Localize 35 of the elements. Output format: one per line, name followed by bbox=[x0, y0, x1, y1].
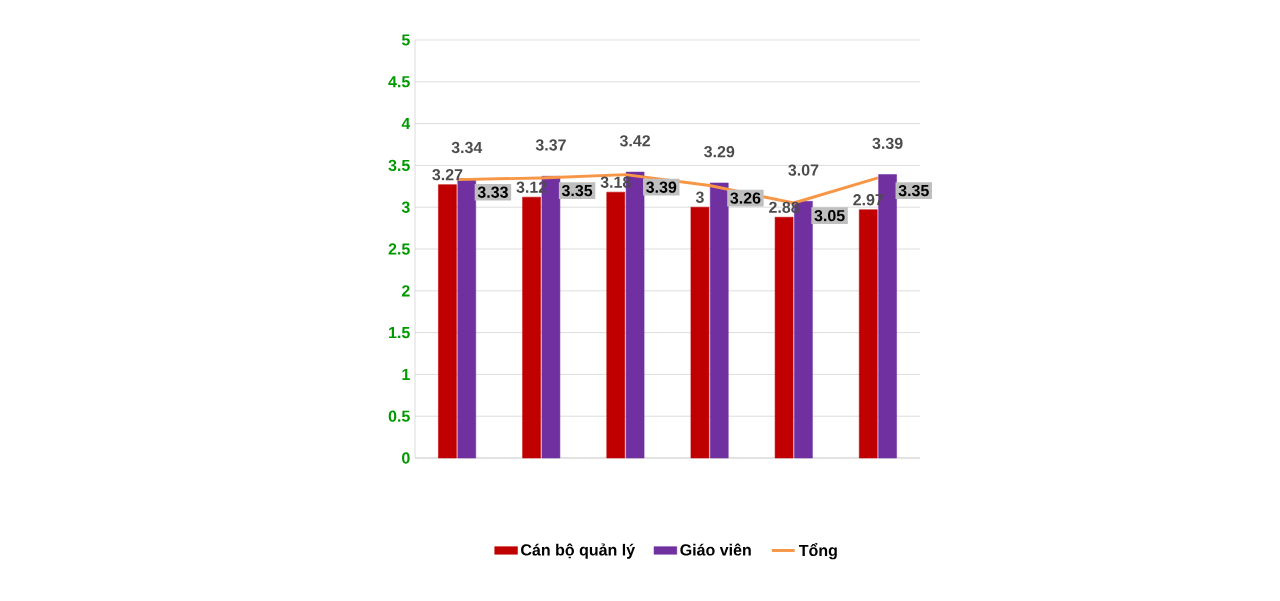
data-label: 3.07 bbox=[788, 164, 819, 176]
data-label: 3.42 bbox=[619, 135, 651, 147]
y-tick-label: 4.5 bbox=[388, 76, 410, 88]
legend-label: Tổng bbox=[798, 543, 837, 560]
data-label: 3.39 bbox=[872, 137, 903, 149]
y-tick-label: 0.5 bbox=[388, 410, 410, 422]
y-tick-label: 5 bbox=[401, 34, 410, 46]
legend-label: Cán bộ quản lý bbox=[521, 543, 636, 559]
data-label: 3.05 bbox=[814, 209, 845, 222]
bar bbox=[709, 182, 729, 459]
bar bbox=[774, 216, 794, 459]
data-label: 3.39 bbox=[646, 181, 677, 193]
data-label: 3.27 bbox=[432, 169, 463, 181]
y-tick-label: 2 bbox=[401, 285, 410, 297]
legend-label: Giáo viên bbox=[680, 543, 751, 556]
bar bbox=[438, 184, 457, 459]
data-label: 3.35 bbox=[898, 184, 929, 197]
data-label: 3 bbox=[695, 191, 704, 203]
y-tick-label: 4 bbox=[401, 118, 411, 130]
bar bbox=[690, 206, 710, 459]
y-tick-label: 1.5 bbox=[389, 327, 410, 339]
data-label: 3.34 bbox=[451, 141, 483, 154]
bar bbox=[522, 196, 541, 459]
bar bbox=[606, 191, 626, 459]
y-tick-label: 2.5 bbox=[388, 243, 410, 255]
y-tick-label: 3.5 bbox=[388, 159, 410, 172]
y-tick-label: 0 bbox=[402, 452, 410, 464]
data-label: 3.33 bbox=[477, 186, 508, 198]
y-tick-label: 1 bbox=[402, 368, 410, 380]
data-label: 3.35 bbox=[561, 184, 593, 197]
data-label: 3.29 bbox=[704, 146, 735, 158]
data-label: 3.26 bbox=[730, 192, 761, 204]
y-tick-label: 3 bbox=[401, 201, 410, 213]
data-label: 3.37 bbox=[535, 139, 566, 151]
bar bbox=[858, 209, 878, 459]
